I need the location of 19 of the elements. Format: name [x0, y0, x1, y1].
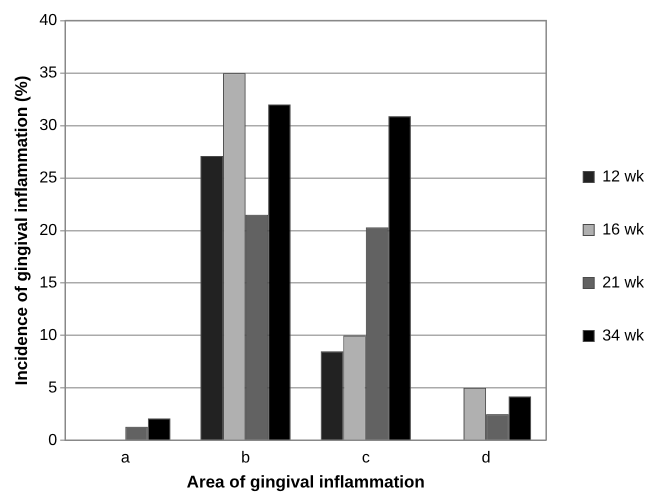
y-tick-label: 25 [39, 169, 58, 186]
legend-label: 16 wk [602, 221, 645, 238]
y-tick-label: 20 [39, 222, 58, 239]
x-tick-label: d [482, 449, 491, 466]
legend-label: 34 wk [602, 327, 645, 344]
y-tick-label: 15 [39, 274, 58, 292]
x-axis-title: Area of gingival inflammation [186, 472, 425, 492]
x-tick-label: c [362, 449, 370, 466]
x-tick-label: b [241, 449, 250, 466]
x-tick-label: a [120, 449, 130, 466]
y-tick-label: 5 [48, 379, 58, 396]
y-axis-title: Incidence of gingival inflammation (%) [12, 76, 31, 386]
y-tick-label: 35 [39, 64, 58, 82]
legend-label: 12 wk [602, 168, 645, 186]
y-tick-label: 10 [39, 326, 58, 344]
y-tick-label: 30 [39, 116, 58, 134]
y-tick-label: 0 [48, 432, 58, 449]
y-tick-label: 40 [39, 12, 58, 30]
legend-label: 21 wk [602, 274, 645, 292]
